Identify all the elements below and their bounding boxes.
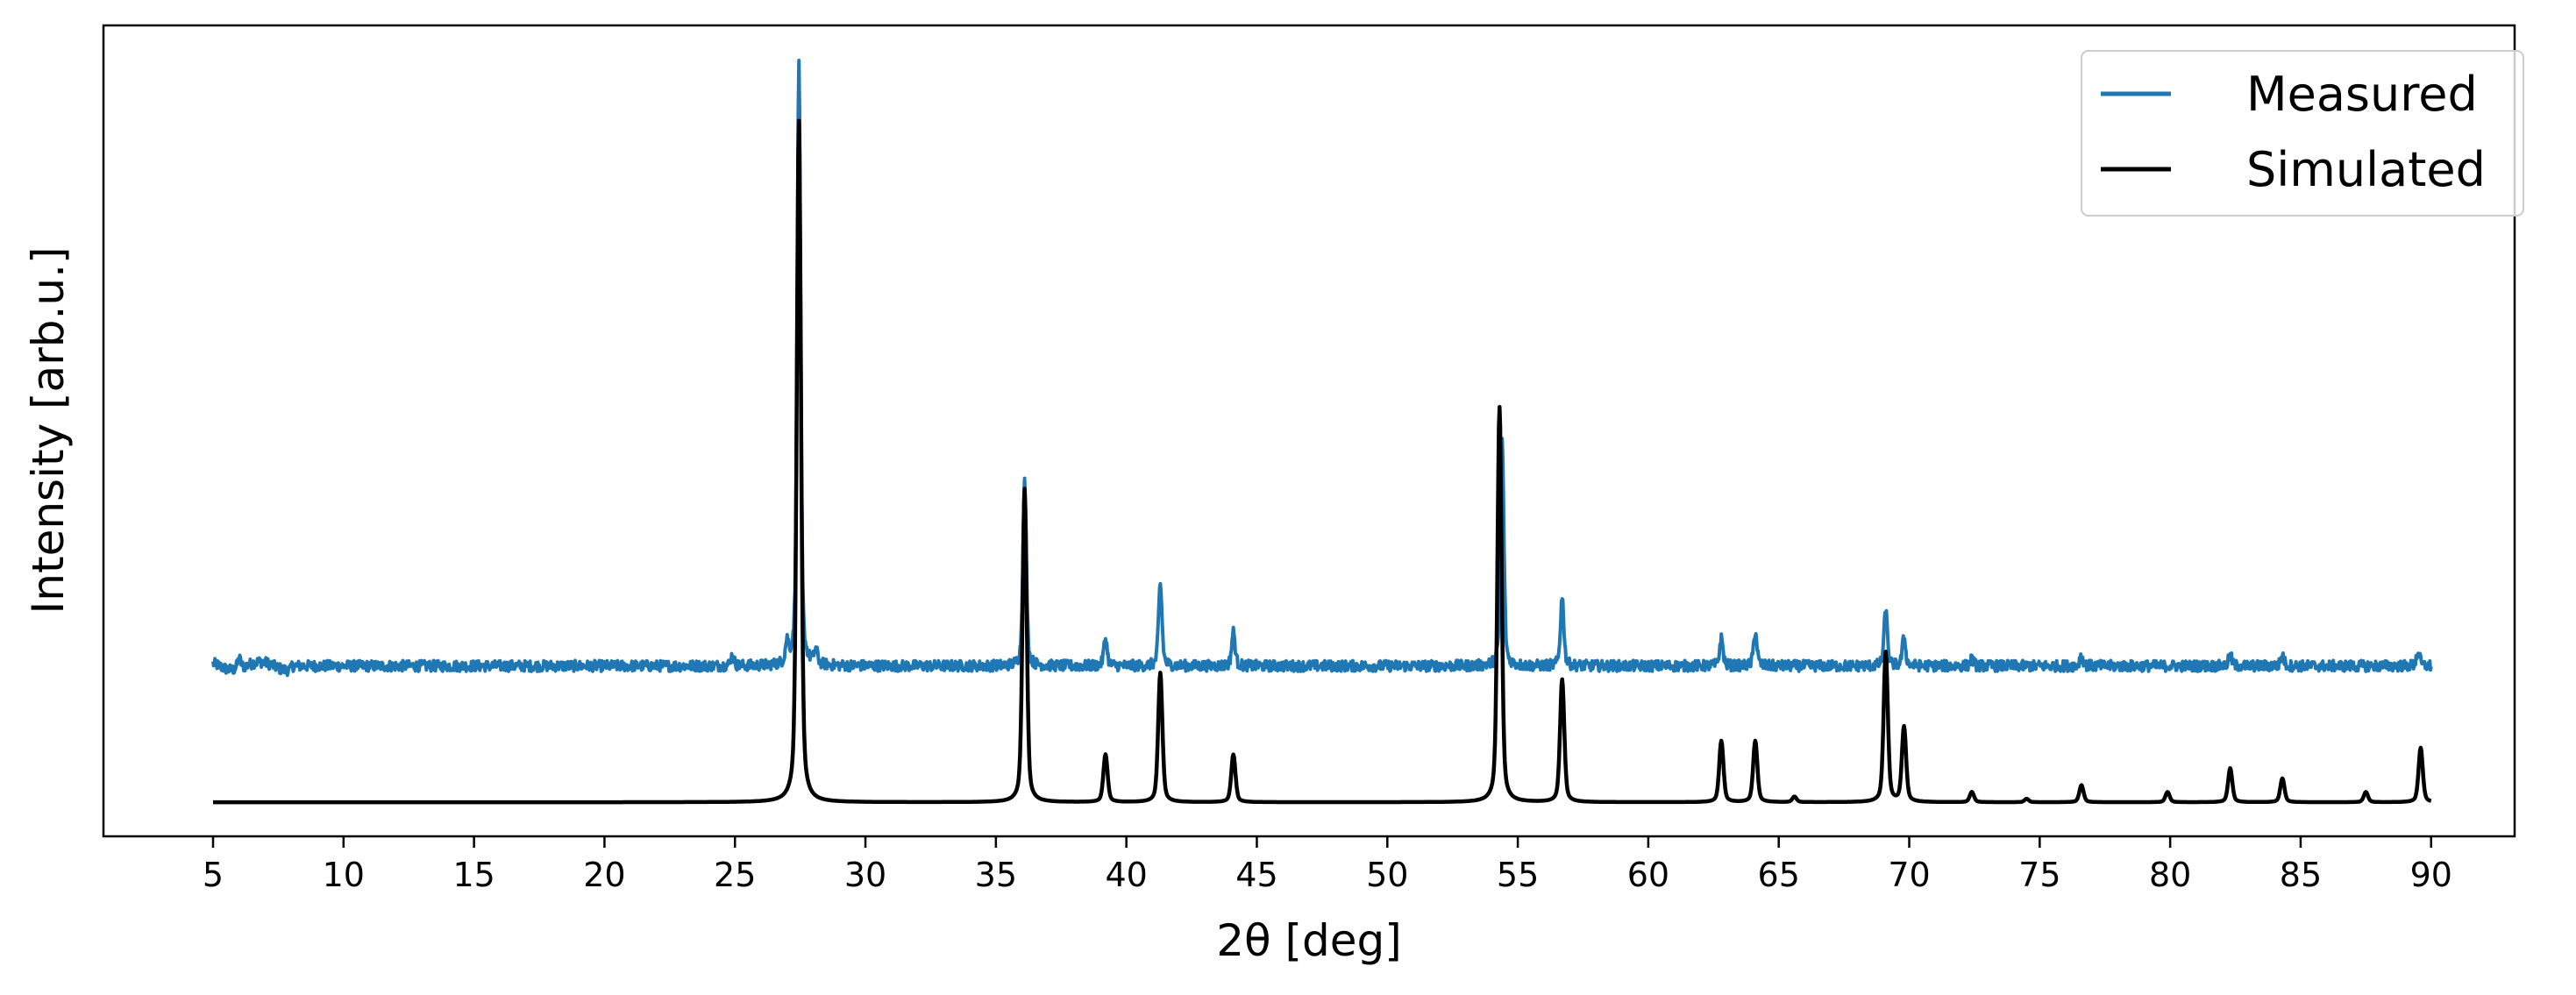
y-axis-label: Intensity [arb.u.] — [23, 247, 74, 615]
x-tick-label: 75 — [2018, 856, 2060, 894]
x-tick-label: 80 — [2149, 856, 2191, 894]
x-tick-label: 40 — [1105, 856, 1147, 894]
series-layer — [211, 59, 2433, 805]
legend-box — [2081, 50, 2524, 217]
x-ticks: 5 10 15 20 25 30 35 40 45 50 55 60 65 70 75 80 85 90 — [203, 836, 2452, 894]
legend-label-simulated: Simulated — [2246, 142, 2486, 197]
x-axis-label: 2θ [deg] — [1216, 915, 1402, 966]
x-tick-label: 30 — [844, 856, 886, 894]
x-tick-label: 25 — [714, 856, 756, 894]
x-tick-label: 65 — [1758, 856, 1800, 894]
series-line-simulated — [211, 118, 2433, 805]
x-tick-label: 15 — [452, 856, 495, 894]
x-tick-label: 55 — [1497, 856, 1539, 894]
plot-frame — [102, 24, 2516, 838]
legend-label-measured: Measured — [2246, 67, 2478, 122]
x-tick-label: 20 — [583, 856, 625, 894]
x-tick-label: 90 — [2410, 856, 2452, 894]
x-tick-label: 70 — [1888, 856, 1930, 894]
x-tick-label: 85 — [2280, 856, 2322, 894]
x-tick-label: 10 — [323, 856, 365, 894]
x-tick-label: 50 — [1366, 856, 1408, 894]
x-tick-label: 35 — [975, 856, 1017, 894]
x-tick-label: 60 — [1627, 856, 1669, 894]
series-line-measured — [211, 59, 2433, 678]
x-tick-label: 5 — [203, 856, 224, 894]
x-tick-label: 45 — [1235, 856, 1277, 894]
legend: Measured Simulated — [2081, 50, 2524, 217]
